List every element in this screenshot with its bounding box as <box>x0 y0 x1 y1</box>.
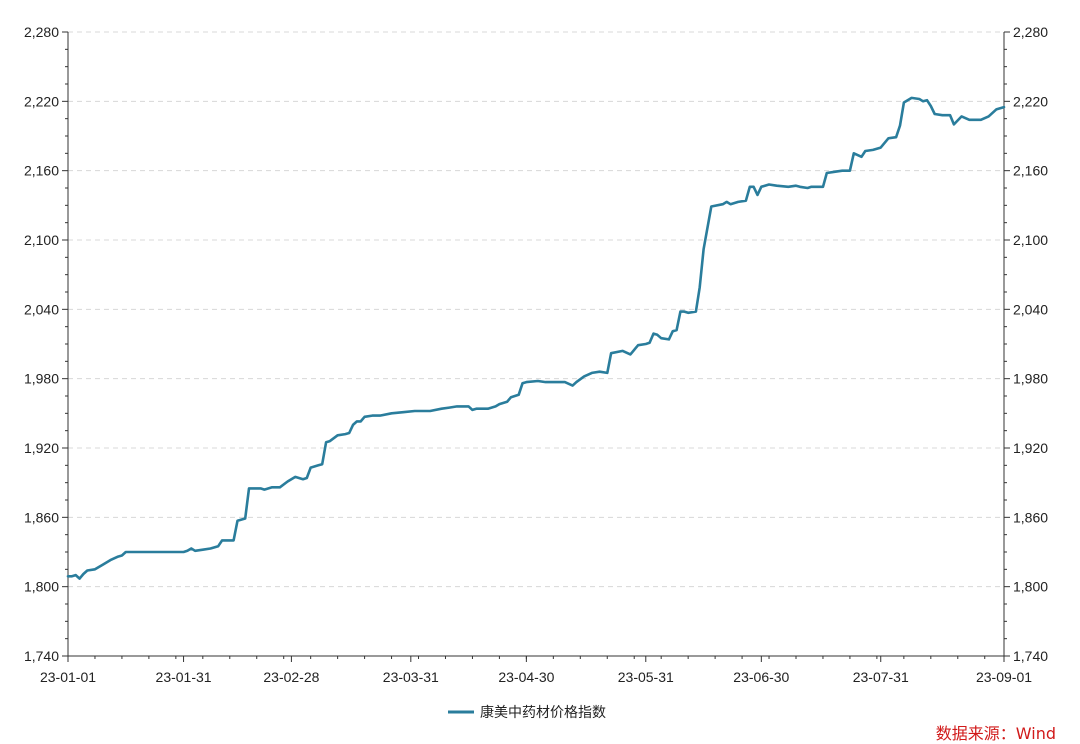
x-tick-label: 23-04-30 <box>498 669 554 685</box>
y-tick-label-left: 2,100 <box>24 232 59 248</box>
series-layer <box>66 96 1006 580</box>
x-tick-label: 23-05-31 <box>618 669 674 685</box>
y-tick-label-left: 1,860 <box>24 509 59 525</box>
y-tick-label-right: 1,920 <box>1013 440 1048 456</box>
grid-lines <box>68 31 1004 588</box>
legend-label: 康美中药材价格指数 <box>480 704 606 721</box>
x-tick-label: 23-07-31 <box>853 669 909 685</box>
y-tick-label-right: 2,160 <box>1013 163 1048 179</box>
y-tick-label-right: 2,100 <box>1013 232 1048 248</box>
y-tick-label-right: 1,800 <box>1013 579 1048 595</box>
x-tick-label: 23-01-01 <box>40 669 96 685</box>
y-tick-label-right: 1,980 <box>1013 371 1048 387</box>
y-tick-label-right: 2,220 <box>1013 93 1048 109</box>
y-tick-label-left: 2,040 <box>24 301 59 317</box>
y-tick-label-right: 1,860 <box>1013 509 1048 525</box>
y-tick-label-left: 1,800 <box>24 579 59 595</box>
y-tick-label-left: 2,160 <box>24 163 59 179</box>
x-tick-label: 23-06-30 <box>733 669 789 685</box>
x-tick-label: 23-02-28 <box>263 669 319 685</box>
y-tick-label-left: 1,980 <box>24 371 59 387</box>
y-tick-label-right: 2,280 <box>1013 24 1048 40</box>
axis-ticks: 1,740 1,740 1,800 1,800 1,860 1,860 1,920 1,920… <box>24 24 1048 685</box>
x-tick-label: 23-03-31 <box>383 669 439 685</box>
y-tick-label-left: 2,280 <box>24 24 59 40</box>
y-tick-label-left: 2,220 <box>24 93 59 109</box>
series-line <box>66 96 1006 580</box>
y-tick-label-right: 1,740 <box>1013 648 1048 664</box>
x-tick-label: 23-09-01 <box>976 669 1032 685</box>
source-note: 数据来源：Wind <box>936 724 1056 743</box>
y-tick-label-right: 2,040 <box>1013 301 1048 317</box>
legend: 康美中药材价格指数 <box>448 704 606 721</box>
y-tick-label-left: 1,920 <box>24 440 59 456</box>
axes <box>67 32 1005 657</box>
y-tick-label-left: 1,740 <box>24 648 59 664</box>
x-tick-label: 23-01-31 <box>156 669 212 685</box>
